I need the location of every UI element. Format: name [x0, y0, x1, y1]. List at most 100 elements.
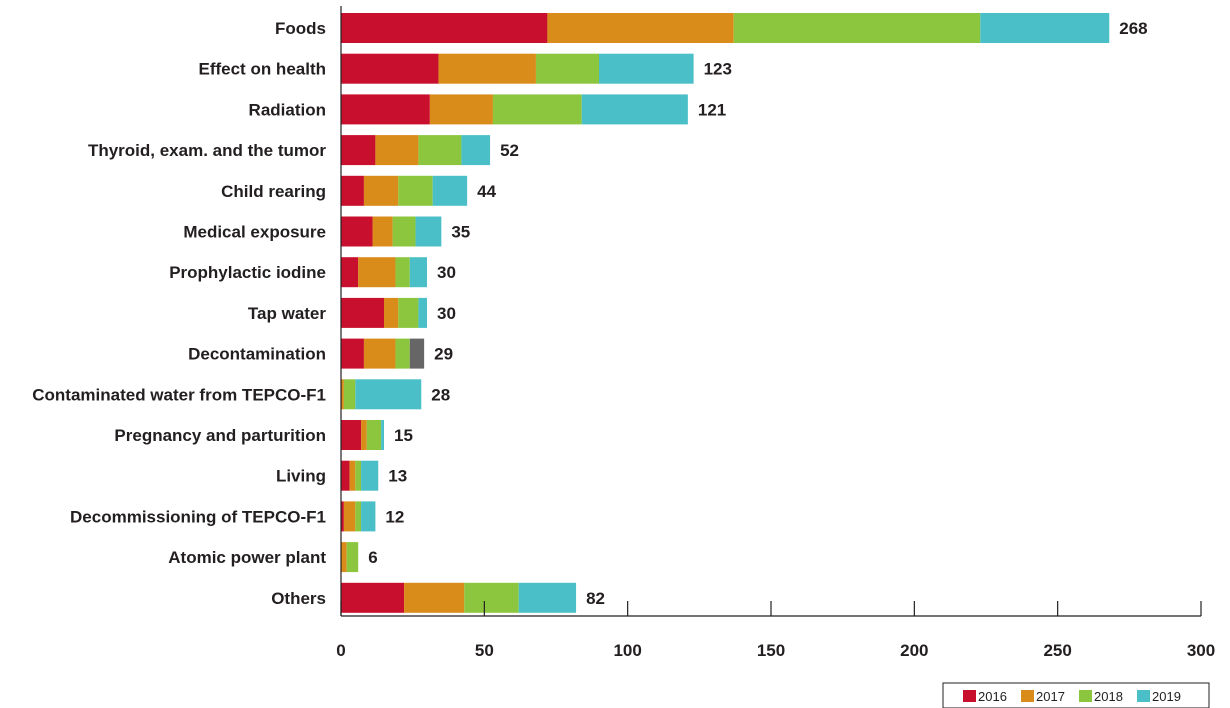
bar-segment-2017-1	[438, 53, 536, 84]
bar-segment-2019-6	[409, 257, 427, 288]
category-label-0: Foods	[275, 19, 326, 38]
bar-segment-2018-5	[392, 216, 416, 247]
category-label-14: Others	[271, 589, 326, 608]
bar-segment-2017-9	[341, 379, 344, 410]
bar-segment-2016-12	[341, 501, 344, 532]
bar-segment-2018-9	[343, 379, 356, 410]
category-label-5: Medical exposure	[183, 223, 326, 242]
bar-segment-2019-2	[581, 94, 688, 125]
bar-segment-2016-6	[341, 257, 359, 288]
bar-segment-2017-14	[404, 582, 465, 613]
bar-segment-2018-14	[464, 582, 519, 613]
category-label-10: Pregnancy and parturition	[114, 426, 326, 445]
total-label-0: 268	[1119, 19, 1147, 38]
bar-segment-2017-7	[384, 297, 399, 328]
total-label-14: 82	[586, 589, 605, 608]
bar-segment-2017-11	[349, 460, 356, 491]
x-tick-label-2: 100	[613, 641, 641, 660]
x-tick-label-5: 250	[1043, 641, 1071, 660]
x-tick-label-3: 150	[757, 641, 785, 660]
category-label-9: Contaminated water from TEPCO-F1	[32, 385, 326, 404]
bar-segment-2017-8	[363, 338, 396, 369]
bar-segment-2018-12	[355, 501, 362, 532]
bar-segment-2019-4	[432, 175, 468, 206]
total-label-6: 30	[437, 263, 456, 282]
bar-segment-2016-0	[341, 13, 548, 43]
bar-segment-2018-2	[492, 94, 582, 125]
category-label-12: Decommissioning of TEPCO-F1	[70, 507, 326, 526]
total-label-13: 6	[368, 548, 377, 567]
bar-segment-2017-5	[372, 216, 393, 247]
bar-segment-2016-8	[341, 338, 364, 369]
bar-segment-2017-0	[547, 13, 734, 43]
bar-segment-2019-11	[361, 460, 379, 491]
bar-segment-2018-4	[398, 175, 433, 206]
bar-segment-2019-10	[381, 420, 384, 450]
bar-segment-2017-12	[343, 501, 356, 532]
x-tick-label-0: 0	[336, 641, 345, 660]
legend-label-2017: 2017	[1036, 689, 1065, 704]
bar-segment-2018-10	[366, 420, 382, 450]
category-label-8: Decontamination	[188, 345, 326, 364]
x-axis: 0 50 100 150 200 250 300	[336, 6, 1215, 660]
bar-segment-extra-8-0	[409, 338, 425, 369]
bar-segment-2019-12	[361, 501, 376, 532]
category-label-13: Atomic power plant	[168, 548, 326, 567]
bar-segment-2017-6	[358, 257, 396, 288]
bar-segment-2018-0	[733, 13, 981, 43]
total-label-9: 28	[431, 385, 450, 404]
category-label-6: Prophylactic iodine	[169, 263, 326, 282]
total-labels: 268 123 121 52 44 35 30 30 29 28 15 13 12 6 82	[368, 19, 1147, 608]
total-label-5: 35	[451, 223, 470, 242]
bar-segment-2019-9	[355, 379, 422, 410]
category-label-11: Living	[276, 467, 326, 486]
total-label-1: 123	[704, 60, 732, 79]
bar-segment-2018-6	[395, 257, 410, 288]
bar-segment-2018-13	[346, 542, 359, 573]
bar-segment-2018-1	[535, 53, 599, 84]
total-label-10: 15	[394, 426, 413, 445]
bar-segment-2019-0	[980, 13, 1110, 43]
legend-swatch-2018	[1079, 690, 1092, 702]
category-label-3: Thyroid, exam. and the tumor	[88, 141, 326, 160]
bar-segment-2016-10	[341, 420, 362, 450]
legend-label-2019: 2019	[1152, 689, 1181, 704]
bar-segment-2016-4	[341, 175, 364, 206]
legend-label-2018: 2018	[1094, 689, 1123, 704]
bar-segment-2017-10	[361, 420, 367, 450]
bar-segment-2019-1	[599, 53, 694, 84]
category-label-1: Effect on health	[198, 60, 326, 79]
bar-segment-2016-3	[341, 135, 376, 166]
bars-layer	[341, 13, 1110, 613]
bar-segment-2018-3	[418, 135, 462, 166]
total-label-7: 30	[437, 304, 456, 323]
total-label-12: 12	[385, 507, 404, 526]
total-label-2: 121	[698, 100, 726, 119]
category-label-2: Radiation	[249, 100, 326, 119]
bar-segment-2016-7	[341, 297, 384, 328]
bar-segment-2016-5	[341, 216, 373, 247]
bar-segment-2017-13	[341, 542, 347, 573]
bar-segment-2019-3	[461, 135, 491, 166]
bar-segment-2019-14	[518, 582, 577, 613]
legend: 2016 2017 2018 2019	[942, 682, 1210, 708]
x-tick-label-4: 200	[900, 641, 928, 660]
total-label-3: 52	[500, 141, 519, 160]
bar-segment-2017-3	[375, 135, 419, 166]
category-labels: Foods Effect on health Radiation Thyroid, e…	[32, 19, 326, 608]
legend-swatch-2017	[1021, 690, 1034, 702]
bar-segment-2018-11	[355, 460, 362, 491]
bar-segment-2018-8	[395, 338, 410, 369]
x-tick-label-6: 300	[1187, 641, 1215, 660]
bar-segment-2016-1	[341, 53, 439, 84]
bar-segment-2016-2	[341, 94, 430, 125]
bar-segment-2016-14	[341, 582, 405, 613]
legend-swatch-2016	[963, 690, 976, 702]
bar-segment-2019-5	[415, 216, 442, 247]
bar-segment-2018-7	[398, 297, 419, 328]
total-label-8: 29	[434, 345, 453, 364]
category-label-4: Child rearing	[221, 182, 326, 201]
category-label-7: Tap water	[248, 304, 326, 323]
total-label-11: 13	[388, 467, 407, 486]
